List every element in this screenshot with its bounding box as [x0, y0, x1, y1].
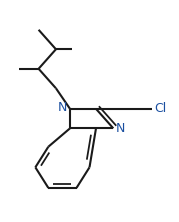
Text: N: N	[116, 122, 125, 135]
Text: N: N	[58, 101, 67, 114]
Text: Cl: Cl	[154, 102, 166, 115]
